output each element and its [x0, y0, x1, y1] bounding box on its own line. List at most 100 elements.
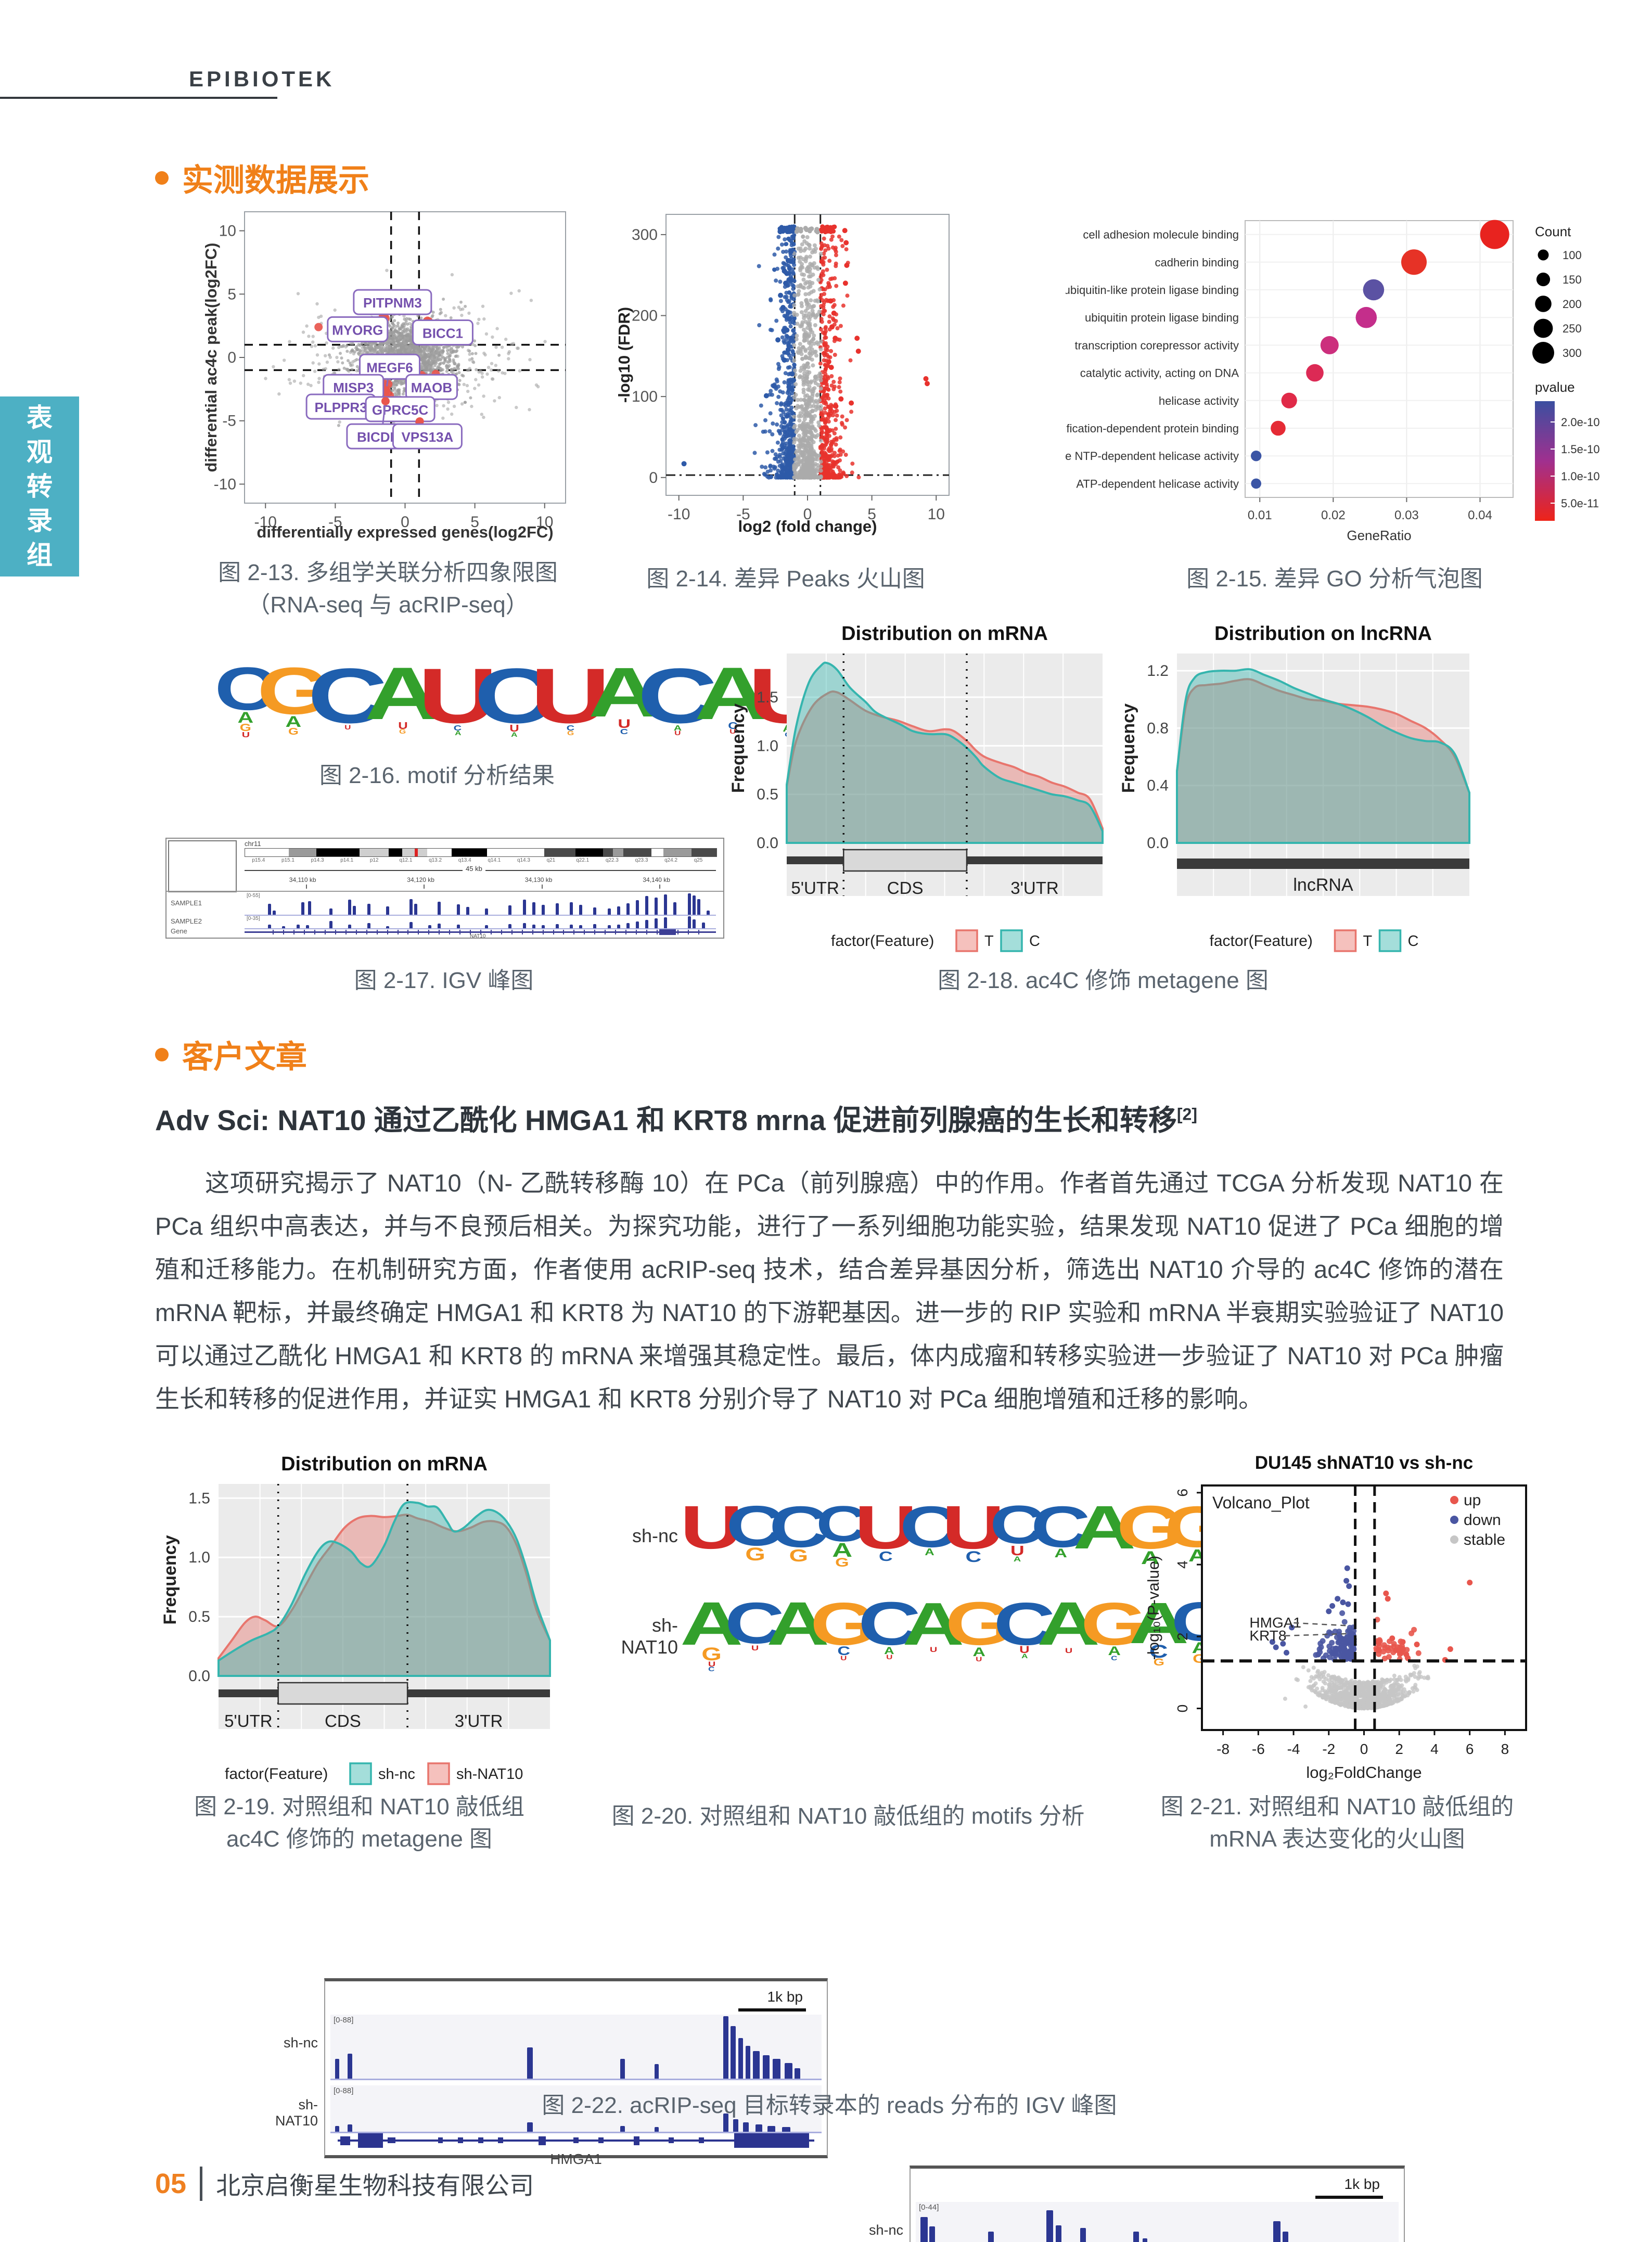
svg-text:T: T — [1363, 933, 1373, 950]
svg-text:C: C — [1029, 933, 1040, 950]
svg-text:5'UTR: 5'UTR — [791, 878, 839, 898]
svg-text:10: 10 — [536, 514, 553, 531]
svg-text:1.5: 1.5 — [757, 689, 778, 706]
svg-text:CDS: CDS — [887, 878, 924, 898]
svg-text:10: 10 — [928, 506, 945, 523]
section-heading-measured-data: 实测数据展示 — [155, 155, 369, 200]
svg-text:Distribution on lncRNA: Distribution on lncRNA — [1214, 623, 1432, 645]
svg-text:3'UTR: 3'UTR — [1010, 878, 1058, 898]
svg-text:MAOB: MAOB — [411, 380, 452, 395]
svg-text:0: 0 — [803, 506, 812, 523]
svg-text:differential ac4c peak(log2FC): differential ac4c peak(log2FC) — [202, 242, 220, 472]
svg-text:MISP3: MISP3 — [333, 380, 374, 395]
svg-text:2.0e-10: 2.0e-10 — [1561, 416, 1600, 429]
svg-text:cadherin binding: cadherin binding — [1155, 256, 1239, 269]
svg-text:0: 0 — [649, 469, 658, 486]
svg-text:T: T — [984, 933, 994, 950]
svg-text:0.01: 0.01 — [1248, 508, 1272, 522]
svg-text:ubiquitin-like protein ligase: ubiquitin-like protein ligase binding — [1066, 284, 1239, 297]
bullet-icon — [155, 1047, 169, 1061]
svg-text:1.5: 1.5 — [188, 1490, 210, 1507]
svg-text:C: C — [1408, 933, 1419, 950]
svg-text:BICC1: BICC1 — [422, 326, 463, 341]
svg-text:PITPNM3: PITPNM3 — [363, 295, 422, 311]
fig-2-13-quadrant-chart: -10 -5 0 5 10 -10 -5 0 5 10 PITPNM3 MYORG BICC1 MEGF6… — [202, 204, 574, 552]
svg-text:log2 (fold change): log2 (fold change) — [738, 517, 877, 535]
svg-text:catalytic activity, acting on: catalytic activity, acting on DNA — [1080, 367, 1239, 380]
svg-text:factor(Feature): factor(Feature) — [225, 1765, 328, 1783]
svg-text:5: 5 — [470, 514, 479, 531]
svg-text:differentially expressed genes: differentially expressed genes(log2FC) — [257, 523, 553, 541]
section-heading-label: 客户文章 — [182, 1040, 307, 1074]
svg-text:0.0: 0.0 — [188, 1668, 210, 1685]
svg-text:factor(Feature): factor(Feature) — [1210, 932, 1313, 950]
fig-2-18-metagene-lncrna: lncRNA 0.0 0.4 0.8 1.2 Frequency Distribution … — [1119, 619, 1478, 960]
fig-2-17-igv-browser: chr11 p15.4 p15.1 p14.3 p14.1 p12 q12.1 q13.2 q… — [165, 838, 724, 939]
svg-text:0.5: 0.5 — [188, 1608, 210, 1625]
svg-text:5: 5 — [227, 286, 236, 303]
fig-2-22-igv-hmga1: sh-nc sh-NAT10 1k bp [0-88] [0-88] HMGA1 — [259, 1978, 828, 2167]
svg-text:-10: -10 — [214, 476, 236, 493]
bullet-icon — [155, 171, 169, 185]
fig-2-15-caption: 图 2-15. 差异 GO 分析气泡图 — [1186, 566, 1483, 592]
article-body: 这项研究揭示了 NAT10（N- 乙酰转移酶 10）在 PCa（前列腺癌）中的作… — [155, 1169, 1504, 1413]
fig-2-13-caption: 图 2-13. 多组学关联分析四象限图 （RNA-seq 与 acRIP-seq… — [218, 560, 558, 618]
header-rule — [0, 97, 277, 99]
fig-2-19-caption: 图 2-19. 对照组和 NAT10 敲低组 ac4C 修饰的 metagene… — [194, 1794, 524, 1852]
fig-2-21-caption: 图 2-21. 对照组和 NAT10 敲低组的 mRNA 表达变化的火山图 — [1160, 1794, 1514, 1852]
svg-text:GPRC5C: GPRC5C — [372, 402, 429, 418]
svg-text:1.0e-10: 1.0e-10 — [1561, 470, 1600, 483]
svg-text:0.0: 0.0 — [757, 835, 778, 852]
svg-text:sh-NAT10: sh-NAT10 — [456, 1766, 523, 1783]
svg-text:CDS: CDS — [325, 1711, 361, 1731]
svg-text:DU145 shNAT10 vs sh-nc: DU145 shNAT10 vs sh-nc — [1255, 1453, 1474, 1473]
svg-text:PLPPR3: PLPPR3 — [315, 400, 367, 415]
svg-text:0.02: 0.02 — [1321, 508, 1346, 522]
svg-text:5'UTR: 5'UTR — [224, 1711, 272, 1731]
fig-2-21-volcano-chart: DU145 shNAT10 vs sh-nc Volcano_Plot up down… — [1137, 1448, 1538, 1794]
fig-2-14-caption: 图 2-14. 差异 Peaks 火山图 — [646, 566, 925, 592]
svg-text:factor(Feature): factor(Feature) — [831, 932, 934, 950]
svg-text:1.2: 1.2 — [1147, 662, 1169, 680]
svg-text:GeneRatio: GeneRatio — [1347, 528, 1411, 543]
footer: 05 北京启衡星生物科技有限公司 — [155, 2166, 534, 2201]
svg-text:Frequency: Frequency — [1119, 703, 1138, 793]
fig-2-22-caption: 图 2-22. acRIP-seq 目标转录本的 reads 分布的 IGV 峰… — [542, 2093, 1117, 2118]
svg-text:200: 200 — [632, 308, 658, 325]
svg-text:-10: -10 — [254, 514, 277, 531]
svg-text:purine NTP-dependent helicase: purine NTP-dependent helicase activity — [1066, 450, 1239, 463]
svg-text:5.0e-11: 5.0e-11 — [1561, 497, 1599, 510]
svg-text:-5: -5 — [222, 413, 236, 430]
svg-text:1.0: 1.0 — [757, 737, 778, 754]
svg-text:-5: -5 — [328, 514, 342, 531]
svg-text:helicase activity: helicase activity — [1159, 394, 1239, 407]
svg-text:200: 200 — [1563, 298, 1582, 311]
svg-text:-5: -5 — [736, 506, 750, 523]
fig-2-15-go-bubble-chart: cell adhesion molecule binding cadherin b… — [1040, 206, 1622, 546]
svg-text:1.0: 1.0 — [188, 1549, 210, 1566]
svg-text:sh-nc: sh-nc — [378, 1766, 415, 1783]
sidebar-tab-epitranscriptome: 表观转录组 — [0, 396, 79, 576]
fig-2-16-motif-logo: CAGUGAGCUAUGUCACUAUCGAUCCAUACUUACCAG — [214, 652, 884, 739]
svg-text:ubiquitin protein ligase bindi: ubiquitin protein ligase binding — [1085, 311, 1239, 324]
svg-text:0.5: 0.5 — [757, 786, 778, 803]
svg-text:Distribution on mRNA: Distribution on mRNA — [841, 623, 1048, 645]
section-heading-label: 实测数据展示 — [182, 163, 369, 198]
svg-text:0: 0 — [401, 514, 409, 531]
svg-text:pvalue: pvalue — [1535, 379, 1575, 395]
fig-2-17-caption: 图 2-17. IGV 峰图 — [354, 968, 534, 993]
fig-2-18-caption: 图 2-18. ac4C 修饰 metagene 图 — [938, 968, 1269, 993]
svg-text:modification-dependent protein: modification-dependent protein binding — [1066, 422, 1239, 435]
svg-text:VPS13A: VPS13A — [402, 429, 454, 445]
svg-text:0.4: 0.4 — [1147, 777, 1169, 795]
svg-text:Frequency: Frequency — [160, 1535, 180, 1624]
fig-2-18-metagene-mrna: 5'UTR CDS 3'UTR 0.0 0.5 1.0 1.5 Frequency Distri… — [728, 619, 1111, 960]
svg-text:cell adhesion molecule binding: cell adhesion molecule binding — [1083, 228, 1239, 241]
svg-text:5: 5 — [867, 506, 876, 523]
svg-text:1.5e-10: 1.5e-10 — [1561, 443, 1600, 456]
svg-text:3'UTR: 3'UTR — [455, 1711, 503, 1731]
svg-text:ATP-dependent helicase activit: ATP-dependent helicase activity — [1076, 477, 1239, 490]
